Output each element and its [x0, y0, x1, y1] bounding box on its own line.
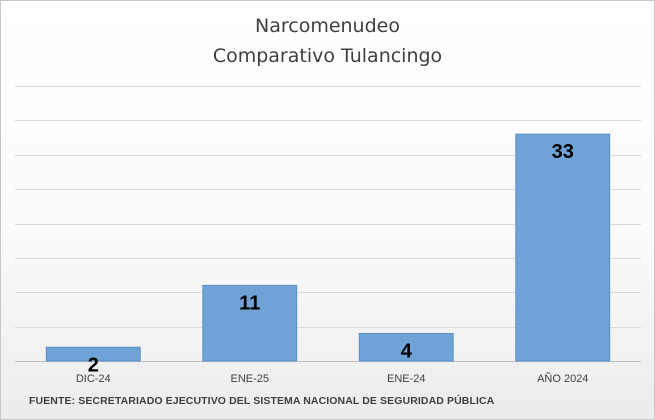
x-tick-label: ENE-24 [387, 373, 426, 385]
bar [515, 133, 611, 362]
bar [358, 333, 454, 362]
bar [45, 346, 141, 362]
data-label: 2 [88, 354, 99, 376]
source-note: FUENTE: SECRETARIADO EJECUTIVO DEL SISTE… [29, 395, 495, 407]
data-label: 33 [552, 141, 574, 163]
data-label: 4 [401, 341, 413, 363]
chart-subtitle: Comparativo Tulancingo [212, 45, 443, 67]
x-tick-label: ENE-25 [230, 373, 269, 385]
data-label: 11 [239, 292, 260, 314]
bar [202, 284, 298, 362]
chart-title: Narcomenudeo [255, 15, 400, 37]
x-tick-label: AÑO 2024 [537, 372, 588, 385]
x-tick-label: DIC-24 [76, 373, 111, 385]
